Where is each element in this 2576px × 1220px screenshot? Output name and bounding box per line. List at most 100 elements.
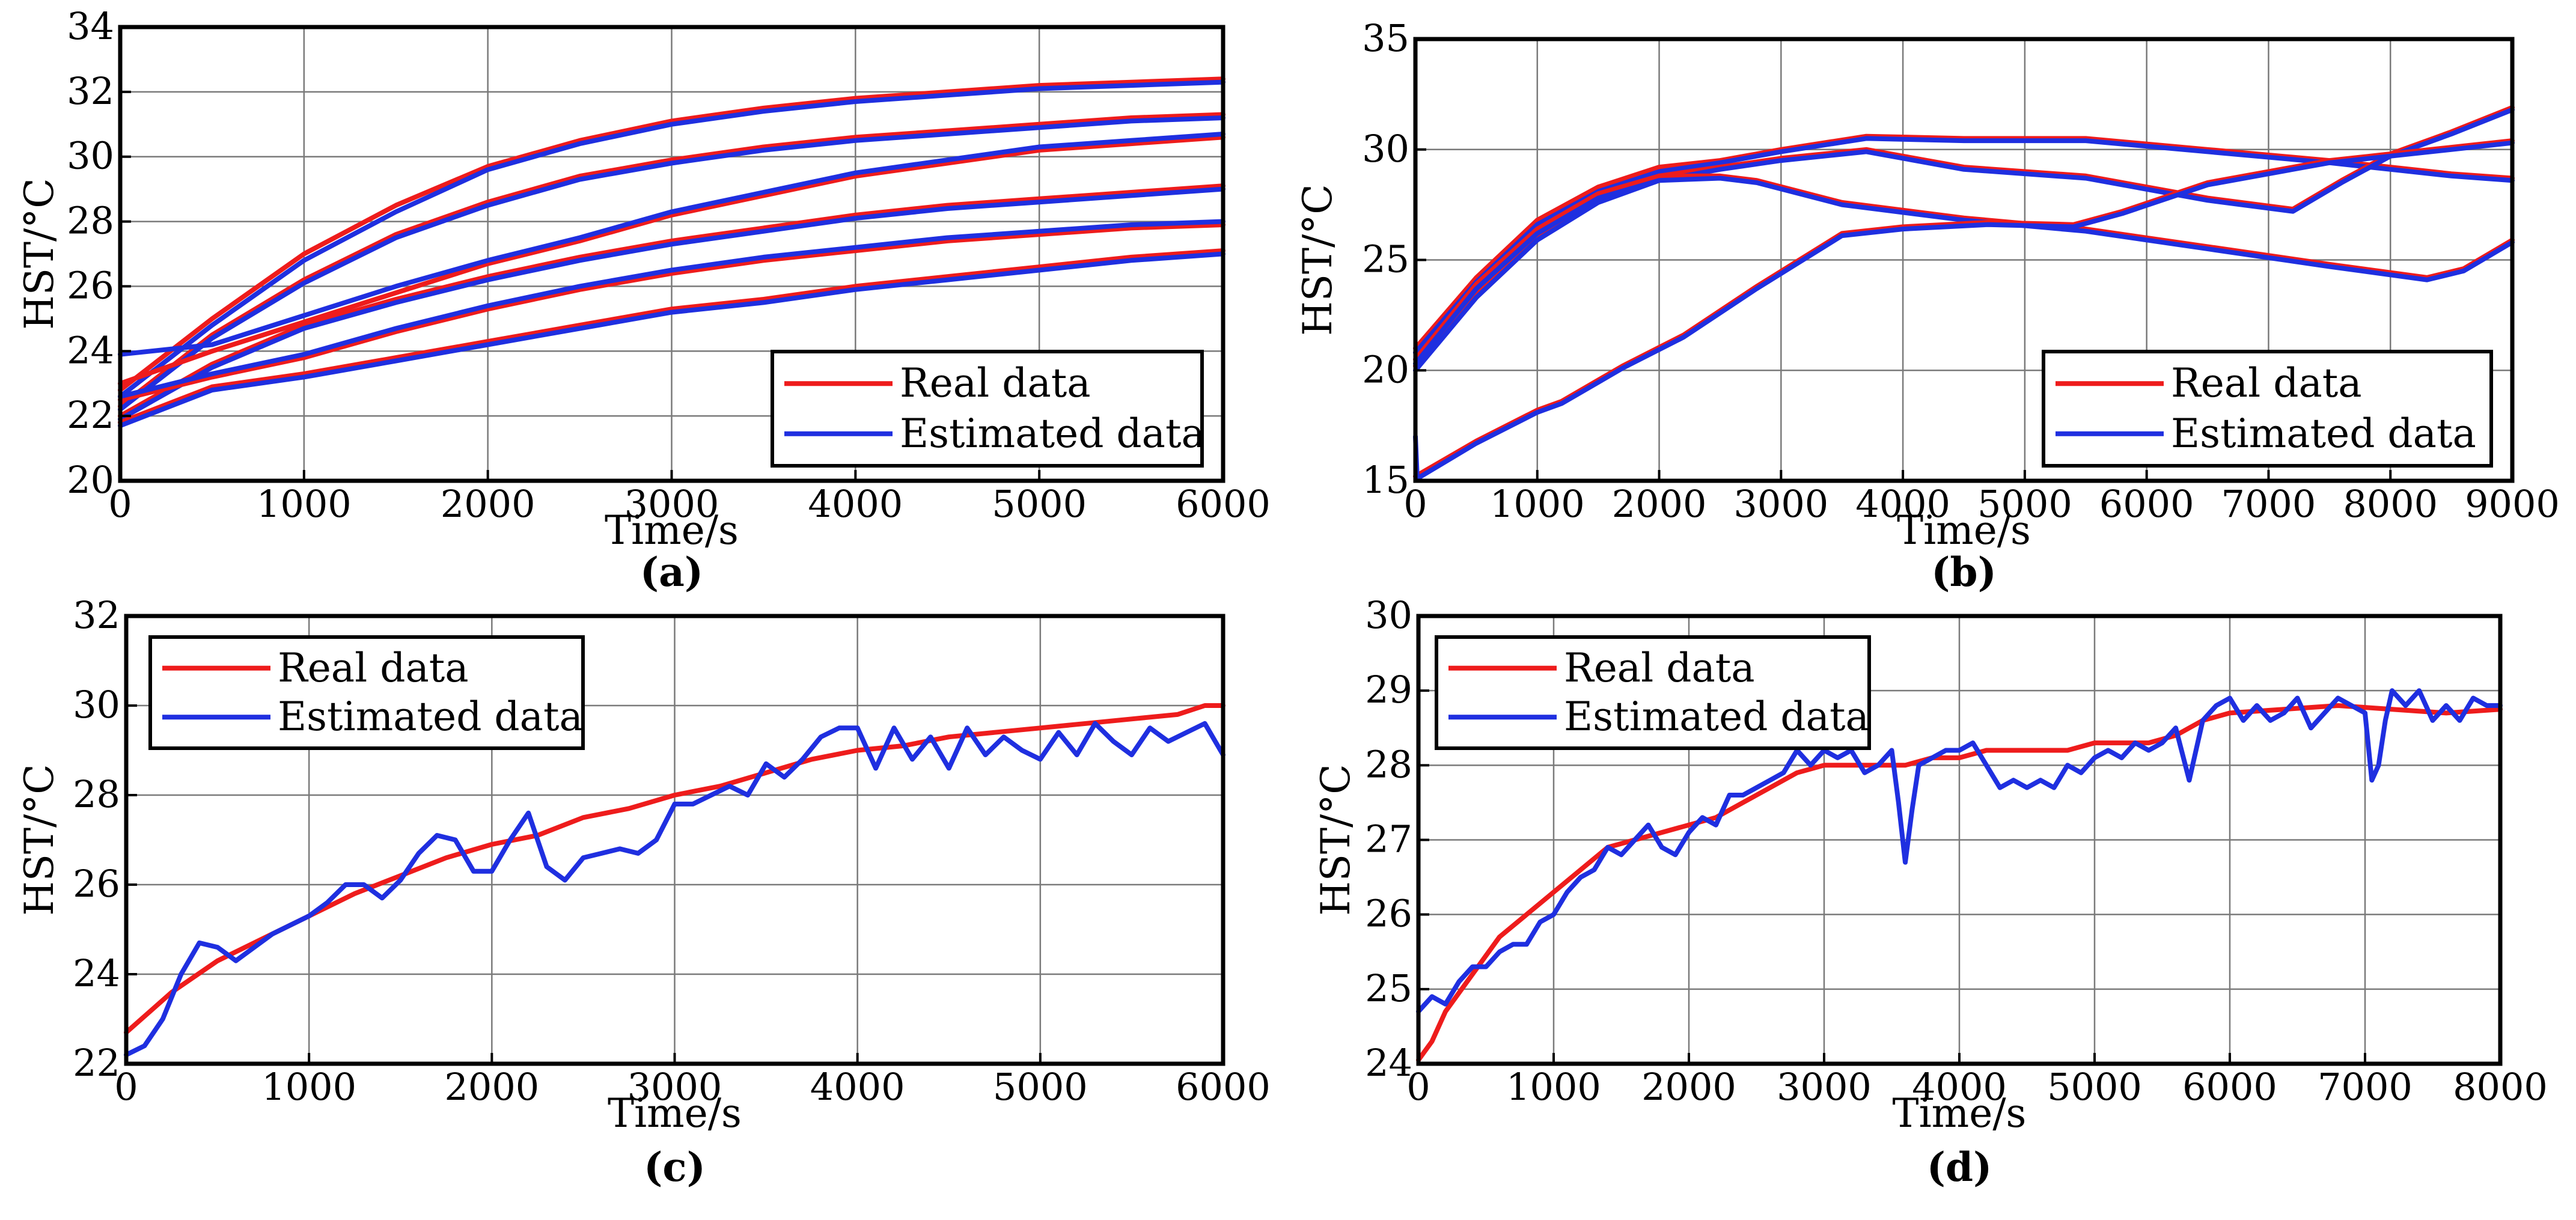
y-tick-label: 24 [67,328,114,372]
legend-box [148,635,585,750]
y-tick-label: 26 [73,862,120,906]
y-tick-label: 20 [67,458,114,502]
series-line-estimated-6 [118,132,1225,357]
x-tick-label: 0 [108,482,132,526]
panel-label: (b) [1931,549,1997,596]
series-line-real-7 [118,183,1225,419]
y-tick-label: 28 [1365,742,1412,786]
y-tick-label: 35 [1362,16,1409,60]
series-line-real-5 [118,135,1225,386]
x-tick-label: 2000 [1612,482,1707,526]
x-tick-label: 0 [114,1065,138,1109]
chart-panel-3: 0 1000 2000 3000 4000 5000 6000 22 24 26 28 30 32 Tim… [16,593,1271,1191]
x-tick-label: 4000 [808,482,903,526]
y-tick-label: 30 [73,683,120,727]
chart-panel-1: 0 1000 2000 3000 4000 5000 6000 20 22 24 26 28 30 32 3… [16,4,1271,596]
x-tick-label: 8000 [2343,482,2438,526]
series-line-estimated-2 [1416,688,2503,1014]
series-line-real-9 [118,222,1225,403]
chart-panel-2: 0 1000 2000 3000 4000 5000 6000 7000 8000 9000 15 2… [1295,16,2560,596]
y-tick-label: 26 [67,263,114,307]
y-tick-label: 15 [1362,458,1409,502]
series-line-estimated-8 [1413,140,2515,481]
series-line-estimated-12 [118,251,1225,429]
series-line-real-1 [118,76,1225,392]
panel-label: (d) [1927,1144,1992,1191]
x-tick-label: 6000 [1176,1065,1271,1109]
x-tick-label: 1000 [261,1065,356,1109]
series-line-real-3 [1413,105,2515,368]
legend-label-estimated: Estimated data [900,410,1205,457]
y-tick-label: 32 [73,593,120,637]
y-tick-label: 28 [67,199,114,243]
y-tick-label: 30 [1365,593,1412,637]
y-tick-label: 25 [1365,966,1412,1010]
chart-panel-4: 0 1000 2000 3000 4000 5000 6000 7000 8000 24 25 26 2… [1313,593,2548,1191]
x-tick-label: 3000 [624,482,719,526]
series-line-estimated-8 [118,186,1225,422]
x-tick-label: 5000 [2047,1065,2142,1109]
legend-label-estimated: Estimated data [2171,410,2476,457]
y-tick-label: 22 [73,1041,120,1085]
series-line-real-11 [118,248,1225,425]
legend-box [1435,635,1871,750]
x-tick-label: 3000 [1777,1065,1872,1109]
x-tick-label: 8000 [2453,1065,2548,1109]
y-tick-label: 34 [67,4,114,48]
x-tick-label: 2000 [444,1065,539,1109]
y-axis-label: HST/°C [1295,184,1341,336]
x-tick-label: 3000 [627,1065,722,1109]
x-tick-label: 9000 [2465,482,2560,526]
y-tick-label: 22 [67,393,114,437]
y-tick-label: 30 [67,134,114,178]
series-line-estimated-6 [1413,175,2515,367]
x-tick-label: 5000 [992,482,1087,526]
x-axis-label: Time/s [608,1090,742,1136]
y-tick-label: 32 [67,69,114,113]
series-line-real-3 [118,112,1225,409]
x-tick-label: 4000 [810,1065,905,1109]
legend-label-real: Real data [2171,360,2362,406]
x-tick-label: 7000 [2318,1065,2413,1109]
x-tick-label: 7000 [2221,482,2316,526]
y-tick-label: 28 [73,772,120,816]
x-tick-label: 6000 [2182,1065,2277,1109]
y-tick-label: 20 [1362,347,1409,391]
series-line-estimated-4 [118,115,1225,412]
y-tick-label: 29 [1365,668,1412,712]
y-axis-label: HST/°C [16,178,63,330]
legend-box [771,350,1204,468]
x-tick-label: 0 [1406,1065,1430,1109]
series-line-estimated-4 [1413,107,2515,373]
y-tick-label: 30 [1362,127,1409,171]
x-tick-label: 1000 [257,482,352,526]
y-tick-label: 24 [1365,1041,1412,1085]
legend-label-real: Real data [278,645,469,691]
panel-label: (c) [644,1144,706,1191]
y-tick-label: 27 [1365,817,1412,861]
y-tick-label: 24 [73,951,120,995]
series-line-estimated-2 [124,721,1225,1058]
x-tick-label: 0 [1403,482,1427,526]
x-tick-label: 4000 [1855,482,1950,526]
y-axis-label: HST/°C [1313,764,1359,916]
y-tick-label: 25 [1362,237,1409,281]
x-tick-label: 5000 [1977,482,2072,526]
x-axis-label: Time/s [1897,507,2031,554]
x-tick-label: 2000 [441,482,536,526]
panel-label: (a) [640,549,703,596]
series-line-estimated-2 [118,79,1225,399]
x-axis-label: Time/s [1893,1090,2027,1136]
legend-label-real: Real data [900,360,1091,406]
y-tick-label: 26 [1365,892,1412,936]
x-tick-label: 5000 [993,1065,1088,1109]
x-tick-label: 1000 [1506,1065,1601,1109]
x-tick-label: 3000 [1733,482,1828,526]
x-tick-label: 6000 [2099,482,2194,526]
legend-label-real: Real data [1564,645,1755,691]
